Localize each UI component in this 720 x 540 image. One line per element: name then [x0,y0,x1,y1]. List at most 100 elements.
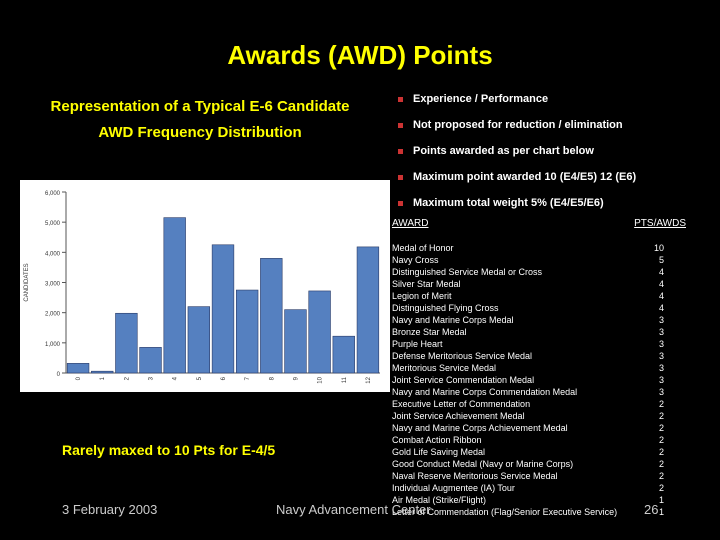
bar [332,335,355,374]
award-points: 4 [658,267,664,277]
bar [163,217,186,374]
frequency-chart-svg: 0 1,000 2,000 3,000 4,000 5,000 6,000 CANDIDATE… [24,191,380,384]
award-points: 4 [658,279,664,289]
award-name: Executive Letter of Commendation [392,399,531,409]
bullet-icon [398,148,403,154]
x-tick-label: 6 [221,376,227,380]
bullet-item: Maximum point awarded 10 (E4/E5) 12 (E6) [398,168,718,194]
award-name: Air Medal (Strike/Flight) [392,495,487,505]
award-name: Navy and Marine Corps Medal [392,315,514,325]
bar [115,312,138,374]
y-tick-label: 1,000 [45,342,61,348]
award-row: Medal of Honor 10 [392,242,664,254]
bullet-icon [398,200,403,206]
x-tick-label: 0 [76,376,82,380]
award-points: 5 [658,255,664,265]
award-name: Meritorious Service Medal [392,363,497,373]
award-name: Naval Reserve Meritorious Service Medal [392,471,558,481]
award-row: Distinguished Flying Cross 4 [392,302,664,314]
award-points: 2 [658,459,664,469]
bullet-text: Not proposed for reduction / elimination [413,119,623,131]
bar [91,370,114,374]
award-points: 3 [658,315,664,325]
bar [308,290,331,374]
award-name: Joint Service Commendation Medal [392,375,535,385]
award-points: 3 [658,363,664,373]
x-tick-label: 12 [366,376,372,383]
bar [235,289,259,374]
footer-date: 3 February 2003 [62,502,158,517]
x-tick-label: 10 [318,376,324,383]
award-row: Navy and Marine Corps Commendation Medal… [392,386,664,398]
award-name: Good Conduct Medal (Navy or Marine Corps… [392,459,574,469]
award-row: Individual Augmentee (IA) Tour 2 [392,482,664,494]
award-points: 3 [658,339,664,349]
award-name: Medal of Honor [392,243,454,253]
award-points: 2 [658,399,664,409]
x-tick-label: 11 [342,376,348,383]
award-name: Distinguished Service Medal or Cross [392,267,543,277]
footer-org: Navy Advancement Center [276,502,431,517]
y-tick-label: 2,000 [45,312,61,318]
bar [356,246,380,374]
note-text: Rarely maxed to 10 Pts for E-4/5 [62,442,276,458]
chart-subtitle: Representation of a Typical E-6 Candidat… [20,94,380,146]
bullet-item: Not proposed for reduction / elimination [398,116,718,142]
award-points: 1 [658,495,664,505]
award-row: Silver Star Medal 4 [392,278,664,290]
bar [139,347,162,374]
award-points: 4 [658,291,664,301]
award-name: Gold Life Saving Medal [392,447,486,457]
award-points: 1 [658,507,664,517]
bar [66,363,90,374]
award-points: 2 [658,423,664,433]
bullet-icon [398,122,403,128]
award-points: 4 [658,303,664,313]
bullet-item: Maximum total weight 5% (E4/E5/E6) [398,194,718,220]
x-tick-label: 3 [149,376,155,380]
bar [211,244,235,374]
award-row: Gold Life Saving Medal 2 [392,446,664,458]
y-tick-label: 3,000 [45,282,61,288]
award-table-header: AWARD PTS/AWDS [392,218,686,229]
award-row: Defense Meritorious Service Medal 3 [392,350,664,362]
award-name: Navy Cross [392,255,439,265]
award-row: Navy and Marine Corps Achievement Medal 2 [392,422,664,434]
x-tick-label: 1 [100,376,106,380]
points-column-header: PTS/AWDS [634,218,686,229]
award-points: 3 [658,351,664,361]
award-table: Medal of Honor 10 Navy Cross 5 Distinguished… [392,242,664,518]
award-points: 2 [658,435,664,445]
page-number: 26 [644,502,659,517]
award-name: Defense Meritorious Service Medal [392,351,533,361]
award-row: Combat Action Ribbon 2 [392,434,664,446]
award-name: Bronze Star Medal [392,327,467,337]
x-tick-label: 8 [269,376,275,380]
award-name: Navy and Marine Corps Commendation Medal [392,387,578,397]
award-name: Silver Star Medal [392,279,461,289]
bar [260,258,283,374]
award-row: Bronze Star Medal 3 [392,326,664,338]
award-name: Navy and Marine Corps Achievement Medal [392,423,568,433]
award-points: 2 [658,483,664,493]
bar [187,306,211,374]
award-points: 2 [658,411,664,421]
frequency-chart: 0 1,000 2,000 3,000 4,000 5,000 6,000 CANDIDATE… [20,180,390,392]
award-row: Executive Letter of Commendation 2 [392,398,664,410]
x-tick-label: 5 [197,376,203,380]
x-tick-label: 7 [245,376,251,380]
award-name: Legion of Merit [392,291,452,301]
award-name: Distinguished Flying Cross [392,303,499,313]
award-row: Air Medal (Strike/Flight) 1 [392,494,664,506]
award-row: Navy Cross 5 [392,254,664,266]
award-points: 2 [658,447,664,457]
slide-title: Awards (AWD) Points [227,40,493,70]
award-points: 3 [658,387,664,397]
bullet-text: Maximum total weight 5% (E4/E5/E6) [413,197,604,209]
award-row: Naval Reserve Meritorious Service Medal 2 [392,470,664,482]
y-tick-label: 6,000 [45,191,61,197]
y-tick-label: 4,000 [45,251,61,257]
award-name: Letter of Commendation (Flag/Senior Exec… [392,507,618,517]
award-row: Navy and Marine Corps Medal 3 [392,314,664,326]
award-column-header: AWARD [392,218,429,229]
